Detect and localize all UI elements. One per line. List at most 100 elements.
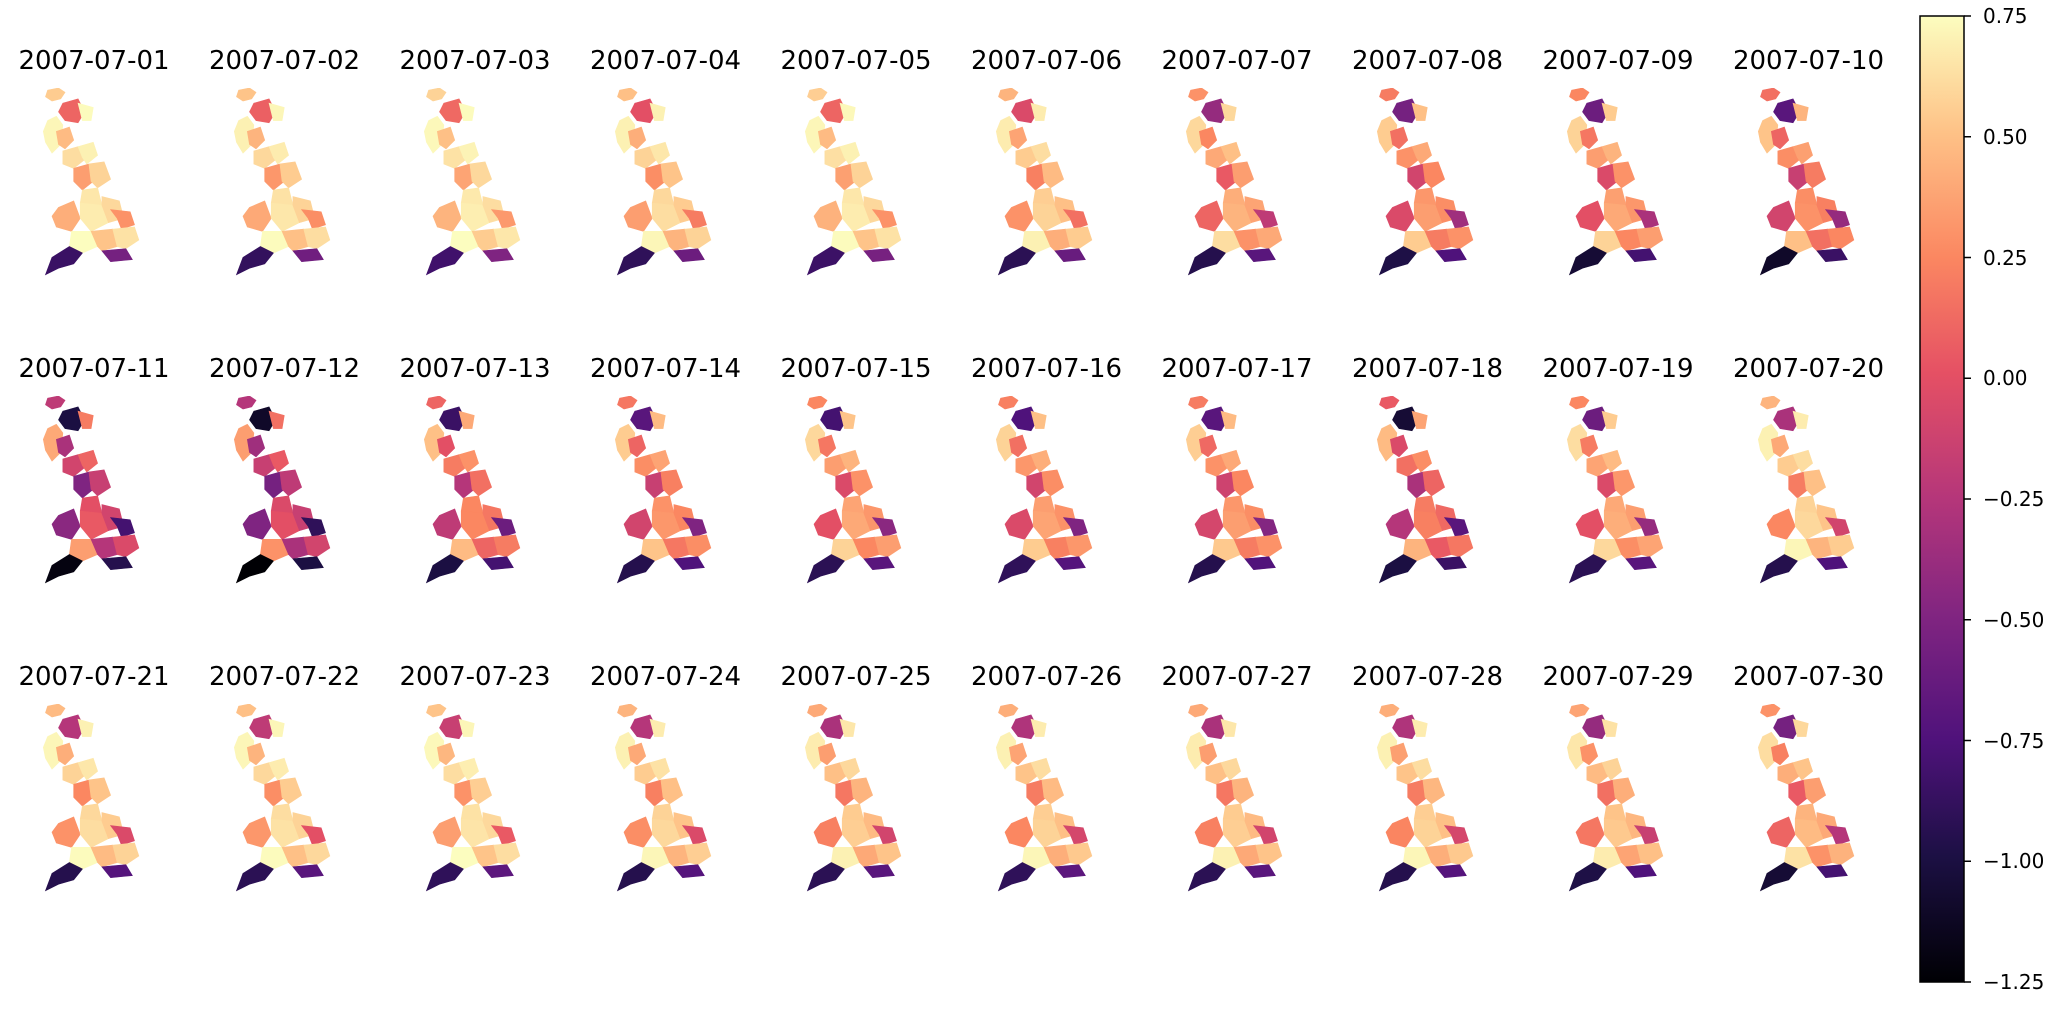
- map-region: [1794, 818, 1824, 848]
- map-region: [79, 510, 109, 540]
- map-region: [1579, 742, 1599, 766]
- map-region: [458, 718, 475, 737]
- map-region: [1424, 844, 1452, 868]
- map-region: [1612, 161, 1636, 189]
- map-region: [1396, 146, 1419, 169]
- gb-choropleth-map: [614, 396, 711, 584]
- panel-date-title: 2007-07-28: [1351, 662, 1504, 692]
- map-panel: 2007-07-24: [572, 616, 760, 921]
- gb-choropleth-map: [1185, 88, 1283, 276]
- map-region: [1030, 102, 1047, 121]
- map-region: [1772, 714, 1800, 740]
- colorbar-tick-label: −0.50: [1983, 607, 2045, 632]
- map-region: [871, 517, 897, 538]
- map-region: [841, 202, 871, 232]
- map-region: [1244, 864, 1276, 879]
- map-region: [268, 102, 285, 121]
- map-region: [1233, 228, 1261, 252]
- map-region: [649, 102, 666, 121]
- panel-date-title: 2007-07-11: [18, 354, 170, 384]
- map-region: [850, 469, 874, 497]
- map-region: [248, 406, 276, 432]
- map-region: [1443, 209, 1469, 230]
- map-region: [109, 517, 135, 538]
- map-region: [77, 102, 94, 121]
- map-region: [1402, 846, 1432, 870]
- map-region: [270, 818, 300, 848]
- map-region: [490, 517, 516, 538]
- map-region: [1255, 534, 1283, 558]
- map-region: [1025, 163, 1047, 191]
- colorbar-tick-label: 0.25: [1983, 245, 2028, 270]
- map-region: [1021, 230, 1051, 254]
- map-region: [1378, 396, 1399, 410]
- map-region: [259, 538, 289, 562]
- map-panel: 2007-07-17: [1143, 308, 1331, 613]
- panel-date-title: 2007-07-06: [970, 46, 1123, 76]
- map-region: [1805, 844, 1833, 868]
- map-region: [1201, 406, 1228, 432]
- map-region: [1766, 508, 1796, 540]
- map-region: [839, 102, 856, 121]
- gb-choropleth-map: [1566, 396, 1664, 584]
- map-region: [1041, 469, 1064, 497]
- map-region: [1041, 777, 1064, 805]
- map-region: [616, 862, 655, 892]
- map-region: [1385, 200, 1415, 232]
- map-region: [1411, 449, 1432, 473]
- map-region: [681, 825, 707, 846]
- map-region: [1593, 846, 1623, 870]
- map-panel: 2007-07-19: [1524, 308, 1712, 613]
- colorbar-tick-label: −1.00: [1983, 849, 2045, 874]
- map-region: [62, 454, 85, 477]
- map-region: [300, 517, 326, 538]
- map-region: [233, 115, 254, 154]
- map-region: [863, 556, 895, 571]
- map-region: [1612, 777, 1636, 805]
- map-region: [1205, 146, 1228, 169]
- map-region: [235, 862, 274, 892]
- map-region: [616, 396, 637, 410]
- map-region: [1015, 762, 1038, 785]
- map-region: [281, 844, 309, 868]
- map-region: [997, 396, 1018, 410]
- map-region: [1244, 248, 1276, 263]
- map-region: [1222, 818, 1252, 848]
- map-panel: 2007-07-05: [762, 0, 950, 305]
- gb-choropleth-map: [614, 704, 711, 892]
- map-region: [42, 423, 64, 462]
- panel-date-title: 2007-07-04: [589, 46, 742, 76]
- map-region: [683, 842, 711, 866]
- map-region: [1792, 757, 1813, 781]
- map-region: [681, 517, 707, 538]
- map-region: [1010, 406, 1038, 432]
- map-region: [1391, 406, 1419, 432]
- map-region: [614, 731, 635, 770]
- panel-date-title: 2007-07-21: [18, 662, 170, 692]
- panel-date-title: 2007-07-05: [780, 46, 932, 76]
- map-region: [1376, 423, 1397, 462]
- map-region: [1625, 556, 1657, 571]
- map-region: [90, 228, 118, 252]
- map-panel: 2007-07-22: [191, 616, 379, 921]
- map-region: [1010, 98, 1038, 124]
- map-region: [1794, 510, 1824, 540]
- gb-choropleth-map: [995, 88, 1092, 276]
- map-region: [1434, 864, 1467, 879]
- map-region: [1413, 818, 1443, 848]
- map-region: [436, 126, 456, 150]
- map-region: [1391, 98, 1419, 124]
- map-region: [1787, 779, 1809, 807]
- gb-choropleth-map: [1566, 88, 1664, 276]
- panel-date-title: 2007-07-03: [399, 46, 551, 76]
- map-region: [1385, 508, 1415, 540]
- map-region: [1043, 536, 1071, 560]
- map-region: [850, 161, 874, 189]
- map-region: [1766, 200, 1796, 232]
- map-region: [1826, 534, 1854, 558]
- map-region: [432, 508, 462, 540]
- map-region: [443, 146, 466, 169]
- map-region: [1043, 228, 1071, 252]
- map-region: [852, 844, 880, 868]
- map-region: [820, 406, 847, 432]
